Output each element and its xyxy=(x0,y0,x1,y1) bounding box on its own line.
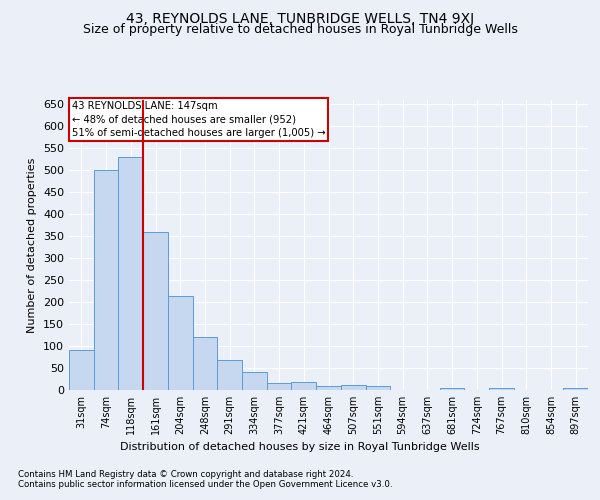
Bar xyxy=(69,350,94,390)
Bar xyxy=(292,382,316,390)
Bar xyxy=(118,157,143,390)
Bar xyxy=(341,384,365,390)
Text: 43, REYNOLDS LANE, TUNBRIDGE WELLS, TN4 9XJ: 43, REYNOLDS LANE, TUNBRIDGE WELLS, TN4 … xyxy=(126,12,474,26)
Text: Contains HM Land Registry data © Crown copyright and database right 2024.: Contains HM Land Registry data © Crown c… xyxy=(18,470,353,479)
Bar xyxy=(143,232,168,390)
Bar xyxy=(242,372,267,390)
Bar xyxy=(217,360,242,390)
Bar xyxy=(440,388,464,390)
Bar xyxy=(365,386,390,390)
Bar xyxy=(94,170,118,390)
Text: Size of property relative to detached houses in Royal Tunbridge Wells: Size of property relative to detached ho… xyxy=(83,22,517,36)
Y-axis label: Number of detached properties: Number of detached properties xyxy=(28,158,37,332)
Bar xyxy=(267,384,292,390)
Text: Distribution of detached houses by size in Royal Tunbridge Wells: Distribution of detached houses by size … xyxy=(120,442,480,452)
Bar xyxy=(489,388,514,390)
Bar xyxy=(168,296,193,390)
Bar xyxy=(316,386,341,390)
Bar xyxy=(193,338,217,390)
Text: Contains public sector information licensed under the Open Government Licence v3: Contains public sector information licen… xyxy=(18,480,392,489)
Text: 43 REYNOLDS LANE: 147sqm
← 48% of detached houses are smaller (952)
51% of semi-: 43 REYNOLDS LANE: 147sqm ← 48% of detach… xyxy=(71,102,325,138)
Bar xyxy=(563,388,588,390)
